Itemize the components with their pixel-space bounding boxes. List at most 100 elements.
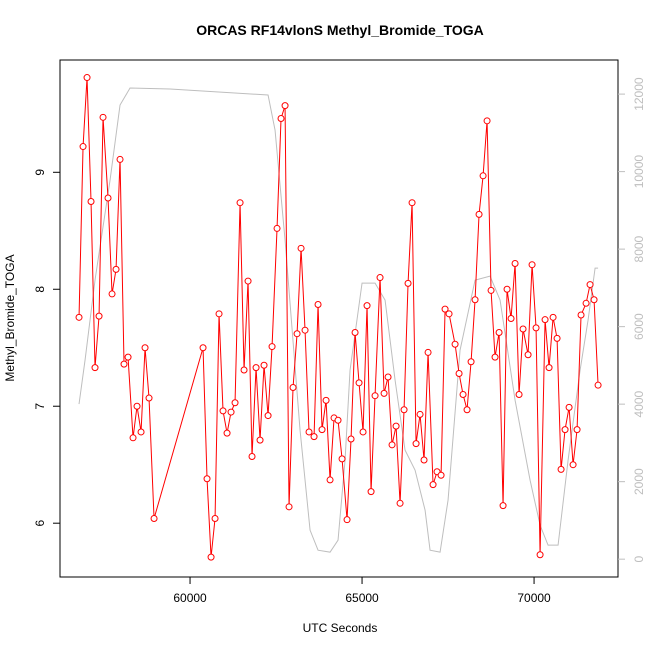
- data-point: [536, 551, 544, 559]
- data-point: [451, 340, 459, 348]
- data-point: [231, 399, 239, 407]
- data-point: [264, 412, 272, 420]
- data-point: [532, 324, 540, 332]
- y-tick-label: 7: [33, 403, 47, 410]
- data-point: [467, 358, 475, 366]
- data-point: [392, 422, 400, 430]
- y2-tick-label: 6000: [632, 313, 646, 340]
- data-point: [199, 344, 207, 352]
- data-point: [99, 113, 107, 121]
- data-point: [145, 394, 153, 402]
- series-line: [78, 77, 599, 558]
- x-tick-label: 60000: [173, 591, 207, 605]
- data-point: [355, 379, 363, 387]
- data-point: [511, 260, 519, 268]
- data-point: [236, 199, 244, 207]
- data-point: [305, 428, 313, 436]
- data-point: [95, 312, 103, 320]
- data-point: [338, 455, 346, 463]
- data-point: [215, 310, 223, 318]
- data-point: [388, 441, 396, 449]
- y2-tick-label: 12000: [632, 77, 646, 111]
- data-point: [203, 475, 211, 483]
- data-point: [268, 343, 276, 351]
- x-tick-label: 65000: [345, 591, 379, 605]
- data-point: [519, 325, 527, 333]
- data-point: [289, 384, 297, 392]
- data-point: [133, 402, 141, 410]
- data-point: [549, 313, 557, 321]
- data-point: [322, 396, 330, 404]
- data-point: [487, 286, 495, 294]
- data-point: [561, 426, 569, 434]
- data-point: [528, 261, 536, 269]
- data-point: [471, 296, 479, 304]
- data-point: [281, 102, 289, 110]
- y-axis-label: Methyl_Bromide_TOGA: [3, 254, 17, 381]
- data-point: [347, 435, 355, 443]
- data-point: [416, 410, 424, 418]
- data-point: [256, 436, 264, 444]
- data-point: [273, 224, 281, 232]
- data-point: [120, 360, 128, 368]
- data-point: [455, 369, 463, 377]
- data-point: [384, 373, 392, 381]
- data-point: [240, 366, 248, 374]
- y2-tick-label: 0: [632, 556, 646, 563]
- data-point: [116, 155, 124, 163]
- y2-tick-label: 2000: [632, 468, 646, 495]
- data-point: [104, 194, 112, 202]
- data-point: [207, 553, 215, 561]
- data-point: [367, 488, 375, 496]
- data-point: [463, 406, 471, 414]
- data-point: [400, 406, 408, 414]
- data-point: [91, 364, 99, 372]
- data-point: [483, 117, 491, 125]
- data-point: [359, 428, 367, 436]
- data-point: [293, 330, 301, 338]
- data-point: [248, 453, 256, 461]
- data-point: [437, 471, 445, 479]
- y2-tick-label: 8000: [632, 235, 646, 262]
- data-point: [590, 296, 598, 304]
- data-point: [285, 503, 293, 511]
- data-point: [219, 407, 227, 415]
- data-point: [363, 302, 371, 310]
- data-point: [495, 329, 503, 337]
- data-point: [297, 244, 305, 252]
- data-point: [376, 274, 384, 282]
- data-point: [573, 426, 581, 434]
- data-point: [318, 426, 326, 434]
- data-point: [515, 391, 523, 399]
- data-point: [211, 515, 219, 523]
- data-point: [557, 465, 565, 473]
- data-point: [326, 476, 334, 484]
- data-point: [343, 516, 351, 524]
- plot-box: [59, 59, 619, 578]
- data-point: [424, 348, 432, 356]
- data-point: [565, 403, 573, 411]
- data-point: [475, 210, 483, 218]
- y2-tick-label: 10000: [632, 155, 646, 189]
- data-point: [582, 299, 590, 307]
- x-tick-label: 70000: [517, 591, 551, 605]
- data-point: [499, 502, 507, 510]
- data-point: [137, 428, 145, 436]
- data-point: [227, 408, 235, 416]
- data-point: [429, 481, 437, 489]
- data-point: [75, 313, 83, 321]
- data-point: [553, 334, 561, 342]
- data-point: [252, 364, 260, 372]
- data-point: [83, 74, 91, 82]
- data-point: [223, 429, 231, 437]
- data-point: [569, 461, 577, 469]
- data-point: [141, 344, 149, 352]
- data-point: [507, 315, 515, 322]
- data-point: [479, 172, 487, 180]
- chart-title: ORCAS RF14vlonS Methyl_Bromide_TOGA: [196, 22, 484, 38]
- data-point: [310, 433, 318, 441]
- data-point: [491, 353, 499, 361]
- data-point: [412, 440, 420, 448]
- data-point: [404, 279, 412, 287]
- x-axis-label: UTC Seconds: [303, 621, 378, 635]
